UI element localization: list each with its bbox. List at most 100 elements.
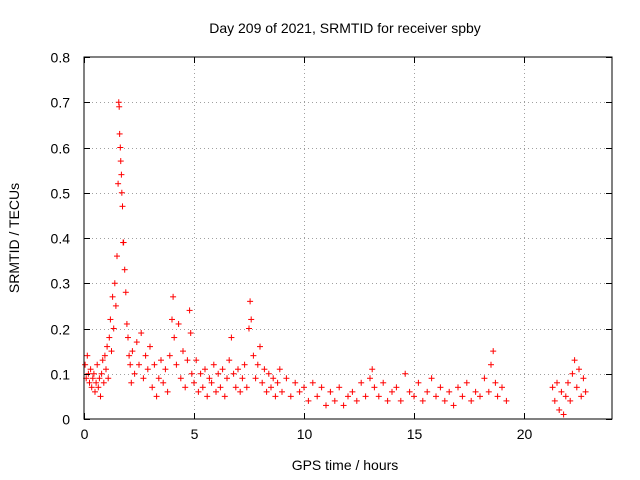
data-point	[133, 339, 140, 346]
data-point	[358, 379, 365, 386]
data-point	[314, 393, 321, 400]
data-point	[142, 352, 149, 359]
data-point	[406, 388, 413, 395]
axis-layer: 0 5 10 15 20 0 0.1 0.2 0.3 0.4 0.5 0.6 0.7 0.8	[51, 50, 612, 442]
data-point	[301, 384, 307, 391]
data-point	[411, 393, 417, 400]
y-tick-label: 0.7	[51, 95, 71, 111]
data-point	[169, 316, 175, 323]
y-tick-label: 0	[62, 412, 70, 428]
data-point	[576, 366, 582, 373]
data-point	[455, 384, 461, 391]
data-point	[82, 361, 89, 368]
data-point	[340, 402, 347, 409]
data-point	[402, 370, 409, 377]
data-point	[104, 343, 111, 350]
data-point	[158, 357, 164, 364]
data-point	[424, 388, 431, 395]
data-point	[213, 388, 219, 395]
data-point	[345, 393, 351, 400]
data-point	[171, 334, 178, 341]
data-point	[389, 388, 395, 395]
data-point	[562, 393, 569, 400]
data-point	[309, 379, 316, 386]
data-point	[121, 266, 128, 273]
data-point	[87, 366, 94, 373]
data-point	[369, 366, 376, 373]
data-point	[208, 379, 215, 386]
data-point	[327, 388, 334, 395]
data-point	[261, 366, 268, 373]
data-point	[177, 375, 184, 382]
data-point	[162, 366, 169, 373]
y-tick-label: 0.4	[51, 231, 71, 247]
data-point	[98, 370, 105, 377]
data-point	[184, 357, 191, 364]
data-point	[93, 379, 100, 386]
data-point	[503, 397, 510, 404]
data-point	[250, 352, 257, 359]
data-point	[125, 334, 131, 341]
data-point	[123, 320, 130, 327]
data-point	[459, 393, 466, 400]
data-point	[353, 397, 360, 404]
data-point	[153, 393, 160, 400]
data-point	[110, 325, 117, 332]
x-tick-label: 5	[191, 426, 199, 442]
x-tick-label: 15	[407, 426, 423, 442]
data-point	[485, 388, 492, 395]
data-point	[166, 352, 173, 359]
data-point	[144, 366, 151, 373]
data-point	[228, 334, 235, 341]
data-point	[247, 298, 254, 305]
data-point	[195, 388, 202, 395]
data-point	[419, 397, 426, 404]
data-point	[109, 293, 116, 300]
data-point	[305, 397, 312, 404]
data-point	[481, 375, 488, 382]
data-point	[85, 370, 92, 377]
data-point	[380, 379, 387, 386]
data-point	[112, 302, 119, 309]
data-point	[84, 352, 91, 359]
data-point	[488, 361, 494, 368]
grid-layer	[84, 57, 612, 419]
x-tick-label: 10	[297, 426, 313, 442]
data-point	[160, 379, 167, 386]
data-point	[415, 379, 422, 386]
data-point	[136, 361, 142, 368]
data-point	[468, 397, 475, 404]
data-point	[94, 361, 101, 368]
data-point	[226, 357, 233, 364]
data-point	[182, 384, 189, 391]
data-point	[241, 361, 248, 368]
data-point	[151, 361, 158, 368]
data-point	[224, 375, 230, 382]
data-point	[107, 316, 114, 323]
data-point	[204, 393, 211, 400]
data-point	[117, 144, 124, 151]
data-point	[221, 393, 228, 400]
data-point	[578, 393, 585, 400]
data-point	[206, 375, 213, 382]
data-point	[173, 361, 180, 368]
data-point	[147, 343, 153, 350]
data-point	[246, 325, 252, 332]
data-point	[580, 375, 587, 382]
data-point	[349, 388, 356, 395]
data-point	[254, 361, 261, 368]
data-point	[477, 393, 483, 400]
data-point	[393, 384, 400, 391]
data-point	[239, 375, 246, 382]
data-point	[272, 393, 279, 400]
data-point	[199, 384, 206, 391]
data-point	[446, 388, 453, 395]
data-point	[89, 375, 96, 382]
data-point	[450, 402, 457, 409]
data-point	[116, 103, 123, 110]
data-point	[276, 366, 283, 373]
data-point	[571, 357, 578, 364]
x-tick-label: 0	[81, 426, 89, 442]
data-point	[437, 384, 444, 391]
